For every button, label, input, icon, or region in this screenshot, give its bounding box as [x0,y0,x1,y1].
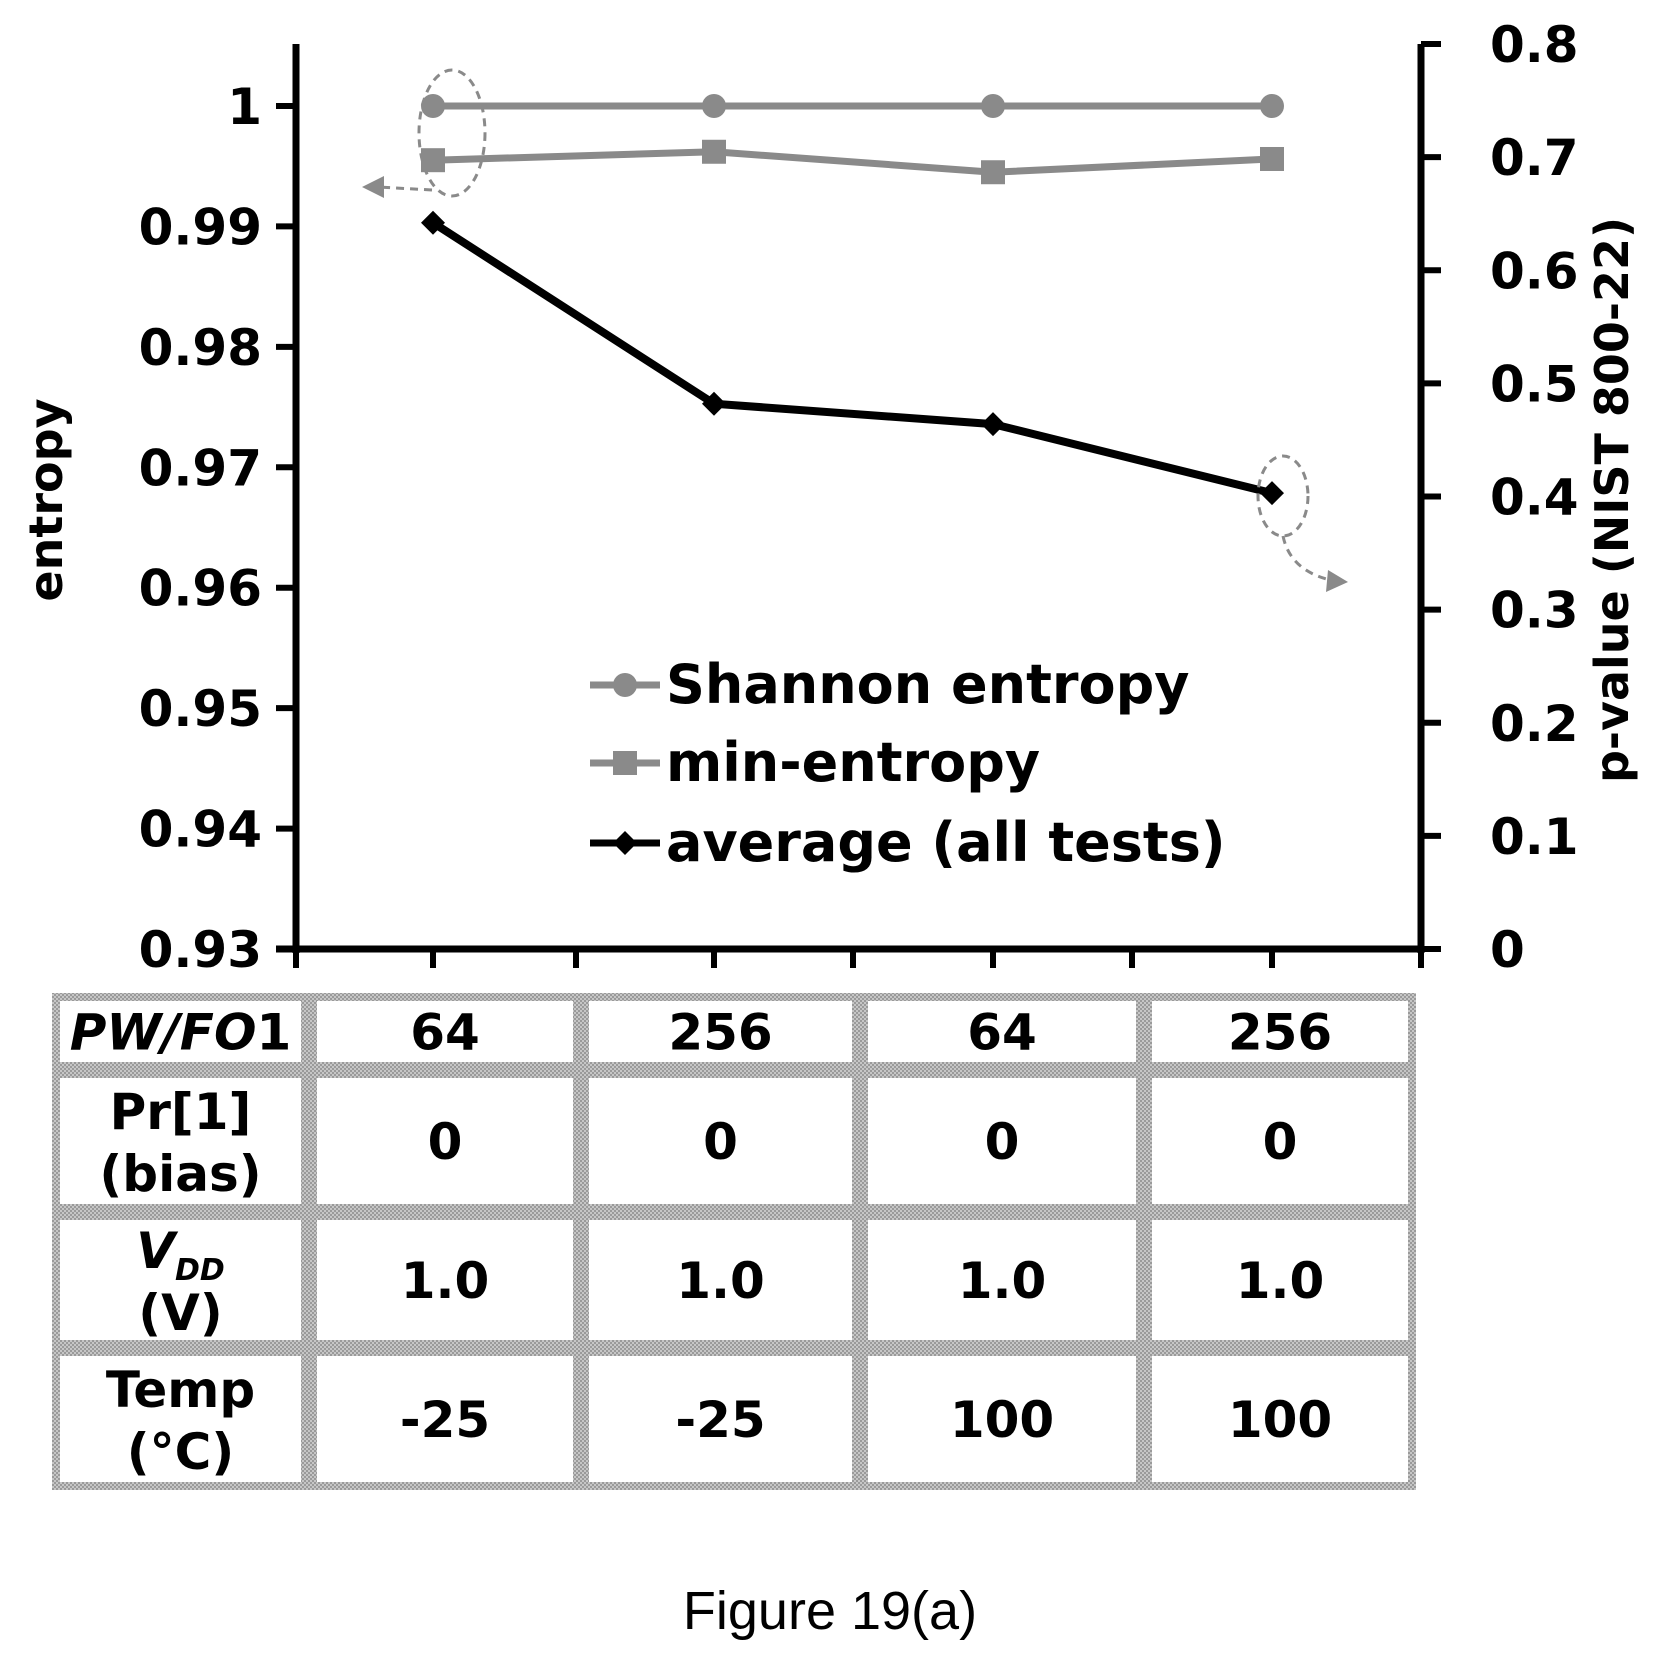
table-cell-border [309,1348,581,1490]
left-tick-label: 0.96 [139,560,262,618]
table-cell-value: 0 [428,1113,463,1171]
left-tick-label: 0.94 [139,801,262,859]
table-row-label: Pr[1] [110,1083,252,1141]
table-cell-value: 1.0 [676,1252,765,1310]
data-point-s0-0 [421,94,445,118]
legend: Shannon entropy min-entropy average (all… [590,653,1226,874]
table-cell-border [860,1348,1144,1490]
left-axis-title: entropy [19,398,73,601]
table-row-label: PW/FO1 [70,1004,292,1062]
data-point-s2-1 [702,391,726,416]
left-arrow-icon [362,176,384,198]
data-point-s2-2 [981,412,1005,437]
table-cell-border [1144,1212,1416,1348]
legend-item-shannon: Shannon entropy [590,653,1189,716]
table-cell-value: 0 [985,1113,1020,1171]
table-row-label: Temp [106,1361,255,1419]
right-tick-label: 0 [1490,921,1525,979]
table-cell-value: 64 [410,1004,480,1062]
left-tick-label: 0.99 [139,198,262,256]
series-layer [421,94,1284,506]
right-tick-label: 0.3 [1490,582,1579,640]
right-axis-annotation [1256,454,1331,582]
table-cell-value: 0 [703,1113,738,1171]
table-cell-border [860,993,1144,1070]
table-cell-value: 100 [950,1391,1054,1449]
right-axis-ticks: 0.8 0.7 0.6 0.5 0.4 0.3 0.2 0.1 0 [1421,16,1579,979]
table-cell-value: 256 [668,1004,772,1062]
data-point-s0-1 [702,94,726,118]
data-point-s2-3 [1260,481,1284,506]
right-tick-label: 0.7 [1490,129,1579,187]
table-cell-border [1144,1070,1416,1212]
table-row-sublabel: (V) [138,1284,222,1342]
right-arrow-icon [1326,570,1348,592]
table-cell-border [309,1070,581,1212]
table-cell-border [860,1070,1144,1212]
right-tick-label: 0.6 [1490,242,1579,300]
table-row-label: VDD [136,1222,225,1288]
left-tick-label: 0.97 [139,439,262,497]
left-tick-label: 0.95 [139,680,262,738]
table-cell-value: 1.0 [401,1252,490,1310]
data-point-s1-2 [981,160,1005,185]
legend-item-min-entropy: min-entropy [590,731,1040,794]
table-cell-value: 256 [1228,1004,1332,1062]
x-axis-ticks [293,949,1424,968]
table-cell-value: -25 [675,1391,765,1449]
legend-label-average: average (all tests) [666,811,1226,874]
table-cell-border [581,1348,860,1490]
table-cell-border [1144,993,1416,1070]
right-axis-title: p-value (NIST 800-22) [1585,217,1639,783]
data-point-s1-3 [1260,146,1284,171]
table-cell-border [52,1212,309,1348]
table-cell-value: 1.0 [958,1252,1047,1310]
left-tick-label: 0.98 [139,319,262,377]
table-cell-value: 100 [1228,1391,1332,1449]
right-tick-label: 0.8 [1490,16,1579,74]
data-point-s1-1 [702,139,726,164]
table-cell-border [581,1212,860,1348]
table-row-sublabel: (°C) [127,1423,234,1481]
left-axis-annotation [377,68,487,198]
right-tick-label: 0.4 [1490,469,1579,527]
series-line-2 [430,219,1273,497]
right-tick-label: 0.1 [1490,808,1579,866]
data-table: PW/FO1 64 256 64 256 Pr[1](bias) 0 0 0 0 VDD(V) 1.0… [52,993,1416,1490]
right-tick-label: 0.5 [1490,355,1579,413]
table-cell-value: -25 [400,1391,490,1449]
left-tick-label: 1 [227,78,262,136]
legend-label-shannon: Shannon entropy [666,653,1189,716]
legend-item-average: average (all tests) [590,811,1226,874]
left-axis-ticks: 1 0.99 0.98 0.97 0.96 0.95 0.94 0.93 [139,78,296,979]
legend-label-min-entropy: min-entropy [666,731,1040,794]
data-point-s0-2 [981,94,1005,118]
table-cell-border [309,1212,581,1348]
table-cell-value: 0 [1263,1113,1298,1171]
right-tick-label: 0.2 [1490,695,1579,753]
table-cell-border [581,1070,860,1212]
data-point-s2-0 [421,210,445,235]
table-cell-value: 64 [967,1004,1037,1062]
left-tick-label: 0.93 [139,921,262,979]
data-point-s0-3 [1260,94,1284,118]
figure-caption: Figure 19(a) [683,1581,977,1641]
table-cell-value: 1.0 [1236,1252,1325,1310]
table-row-sublabel: (bias) [99,1145,261,1203]
series-line-1 [432,148,1273,176]
table-cell-border [52,1348,309,1490]
table-cell-border [52,993,309,1070]
table-cell-border [309,993,581,1070]
table-cell-border [581,993,860,1070]
table-cell-border [860,1212,1144,1348]
table-cell-border [52,1070,309,1212]
table-cell-border [1144,1348,1416,1490]
